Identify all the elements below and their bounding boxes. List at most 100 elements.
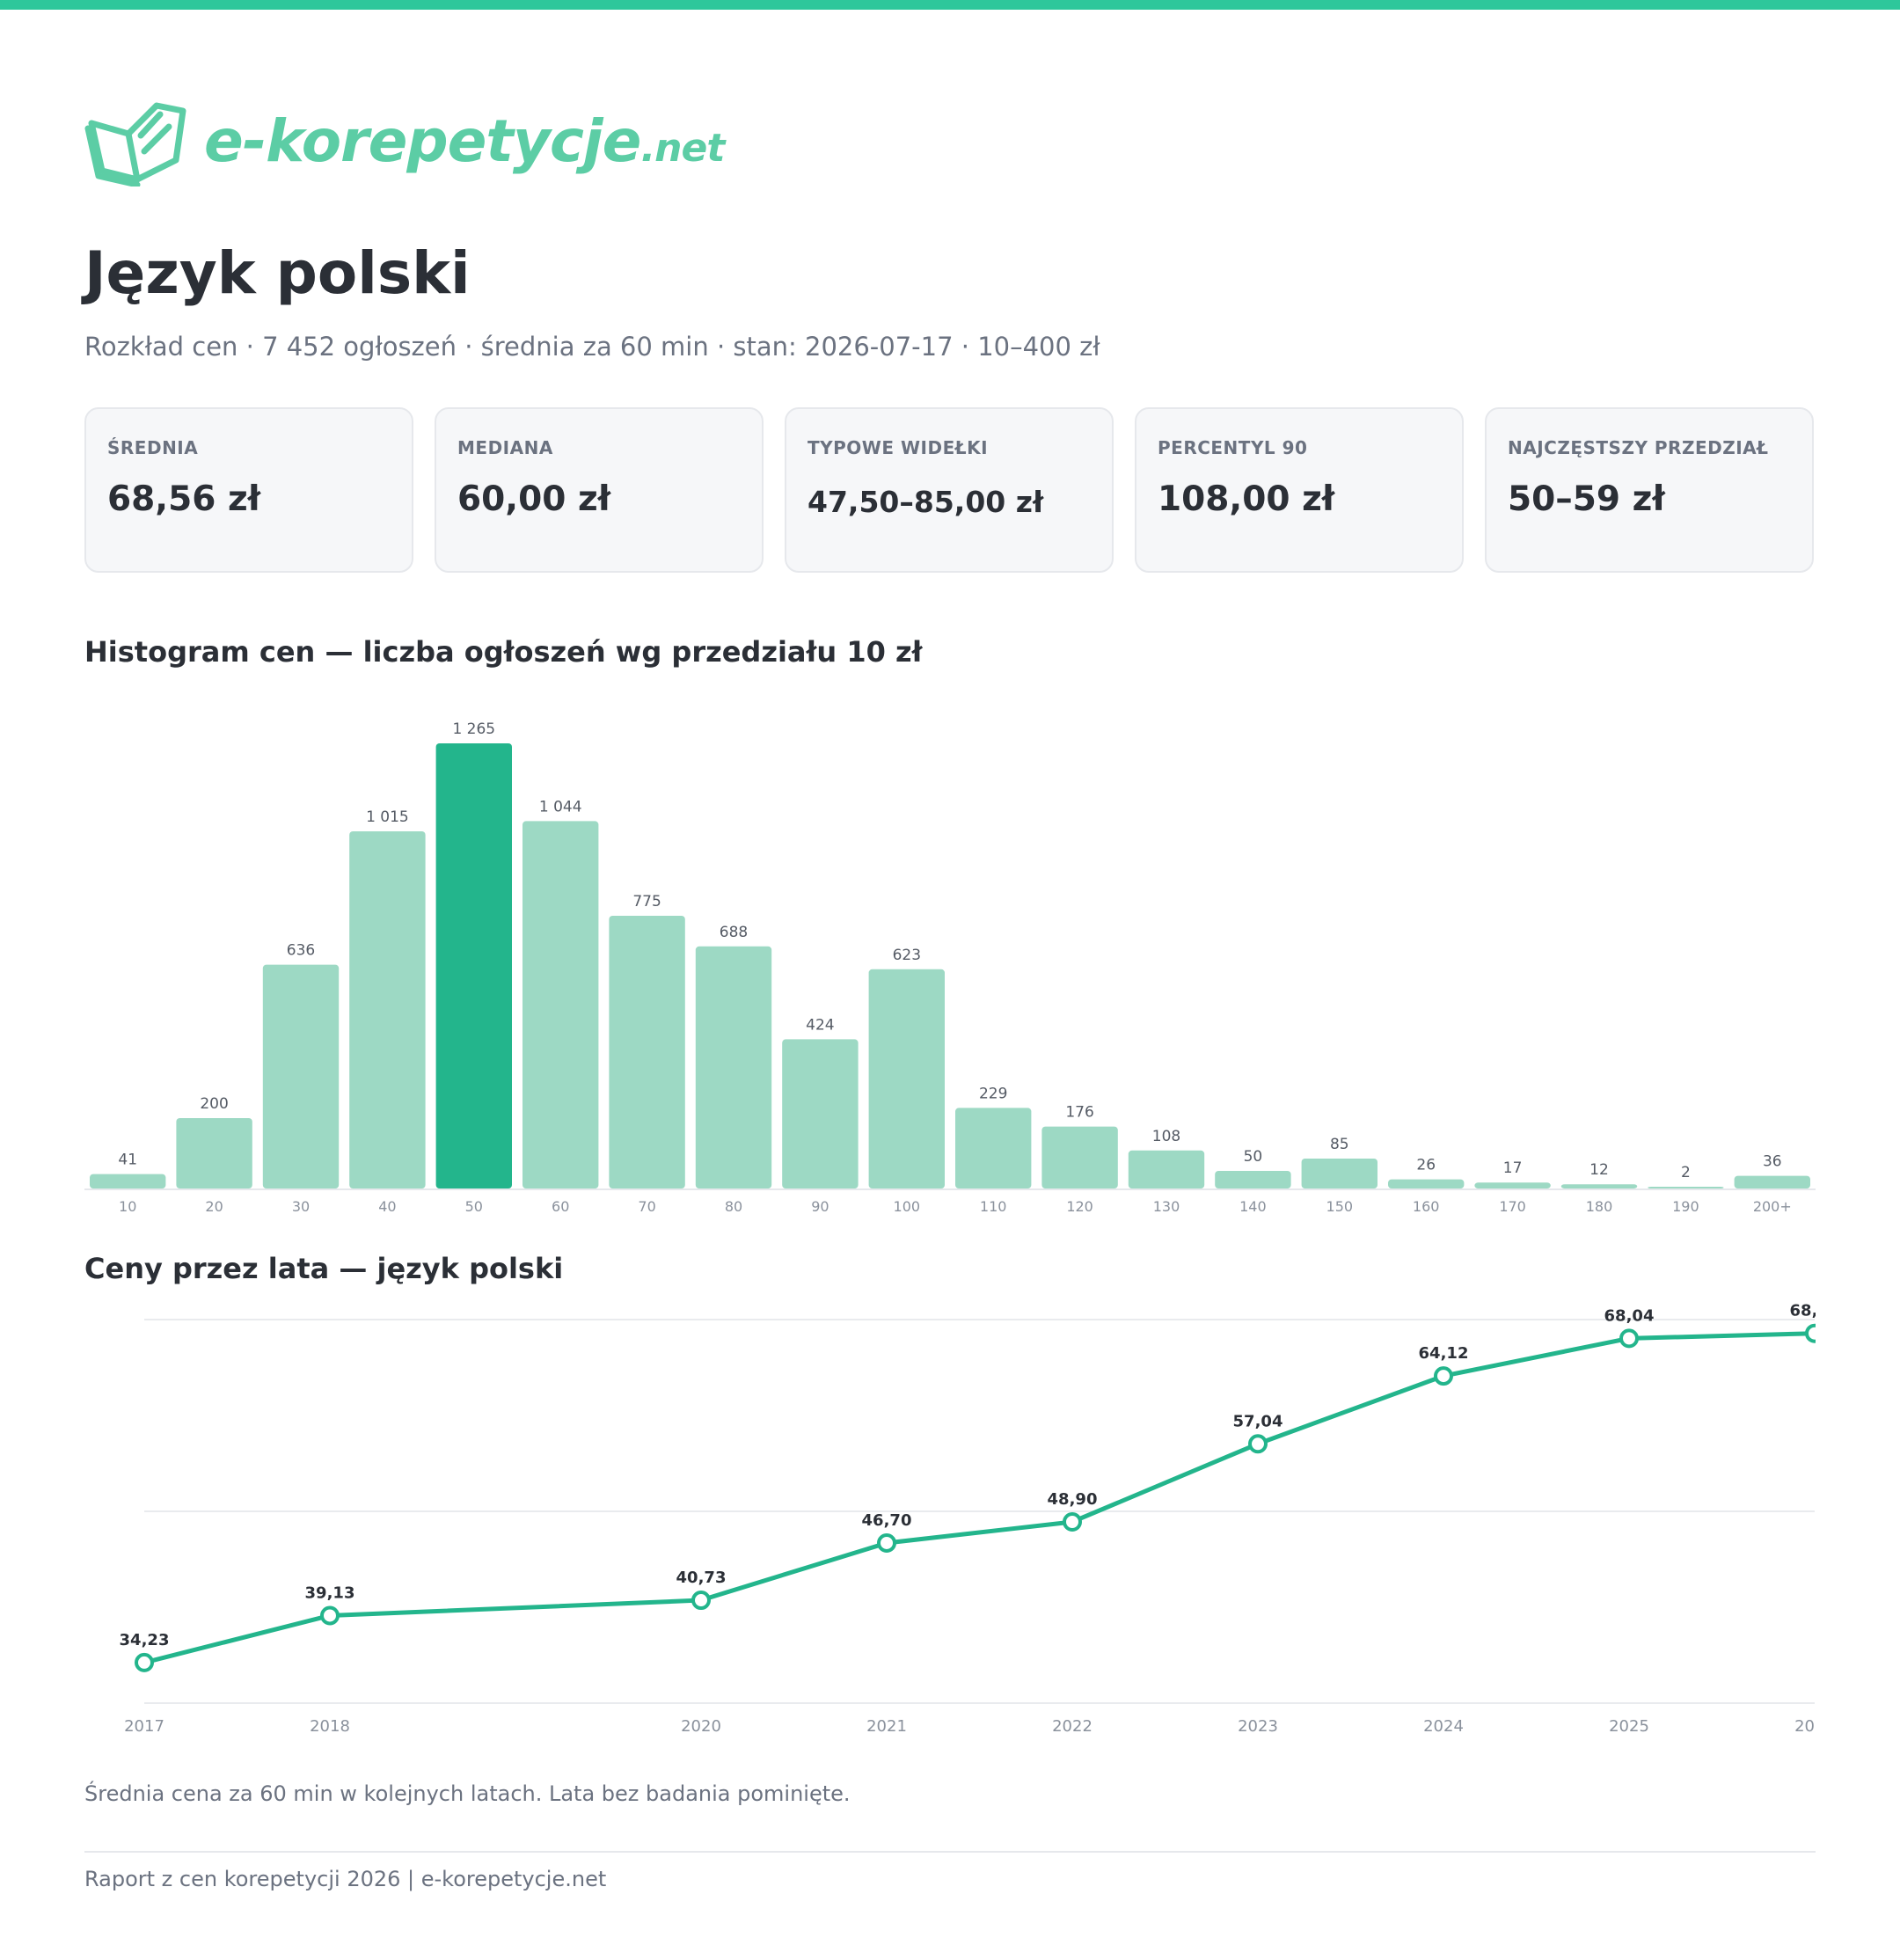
histogram-bar-20 <box>176 1118 252 1188</box>
histogram-chart: 41 10 200 20 636 30 1 015 40 1 265 50 1 044 60 775 70… <box>84 720 1816 1215</box>
stat-card-mode-range: NAJCZĘSTSZY PRZEDZIAŁ 50–59 zł <box>1485 407 1814 573</box>
logo-wordmark: e-korepetycje.net <box>204 107 725 175</box>
stat-card-label: PERCENTYL 90 <box>1158 437 1308 458</box>
histogram-value-label: 688 <box>720 924 748 941</box>
stat-card-value: 50–59 zł <box>1508 479 1665 519</box>
histogram-tick-label: 60 <box>552 1198 569 1215</box>
histogram-bar-100 <box>868 969 945 1188</box>
histogram-value-label: 775 <box>632 893 661 911</box>
histogram-bar-110 <box>955 1108 1032 1188</box>
histogram-value-label: 200 <box>200 1095 228 1113</box>
histogram-bar-80 <box>695 946 772 1188</box>
histogram-bar-50 <box>435 743 512 1188</box>
top-accent-bar <box>0 0 1900 10</box>
histogram-tick-label: 50 <box>465 1198 483 1215</box>
line-point-label: 39,13 <box>305 1583 355 1602</box>
line-x-tick-label: 2017 <box>124 1717 164 1736</box>
line-x-tick-label: 2024 <box>1423 1717 1464 1736</box>
histogram-value-label: 424 <box>806 1016 834 1034</box>
histogram-bar-170 <box>1474 1182 1551 1188</box>
histogram-value-label: 1 265 <box>452 720 495 738</box>
line-point-label: 46,70 <box>862 1511 912 1530</box>
line-point <box>877 1532 896 1553</box>
histogram-value-label: 636 <box>287 942 315 960</box>
histogram-value-label: 85 <box>1330 1136 1349 1153</box>
stat-card-value: 47,50–85,00 zł <box>808 485 1044 519</box>
open-book-icon <box>84 102 186 186</box>
stat-card-mean: ŚREDNIA 68,56 zł <box>84 407 413 573</box>
line-point-label: 64,12 <box>1419 1344 1469 1363</box>
stat-card-median: MEDIANA 60,00 zł <box>435 407 764 573</box>
line-point <box>1619 1328 1639 1349</box>
histogram-tick-label: 70 <box>638 1198 655 1215</box>
histogram-value-label: 17 <box>1503 1159 1523 1177</box>
line-point <box>135 1652 154 1672</box>
line-point <box>1248 1434 1268 1454</box>
line-x-tick-label: 2021 <box>866 1717 907 1736</box>
histogram-bar-190 <box>1648 1187 1724 1188</box>
logo[interactable]: e-korepetycje.net <box>84 99 725 186</box>
histogram-tick-label: 170 <box>1499 1198 1526 1215</box>
histogram-value-label: 50 <box>1244 1148 1263 1166</box>
histogram-tick-label: 150 <box>1326 1198 1354 1215</box>
stat-card-value: 108,00 zł <box>1158 479 1335 519</box>
histogram-bar-60 <box>522 821 599 1188</box>
histogram-bar-90 <box>782 1039 859 1188</box>
line-x-tick-label: 2026 <box>1794 1717 1816 1736</box>
histogram-bar-120 <box>1041 1126 1118 1188</box>
line-x-tick-label: 2018 <box>310 1717 350 1736</box>
histogram-bar-10 <box>90 1174 166 1188</box>
chart-note: Średnia cena za 60 min w kolejnych latac… <box>84 1781 851 1806</box>
stat-cards: ŚREDNIA 68,56 zł MEDIANA 60,00 zł TYPOWE… <box>84 407 1816 574</box>
histogram-tick-label: 40 <box>378 1198 396 1215</box>
page-subtitle: Rozkład cen · 7 452 ogłoszeń · średnia z… <box>84 332 1100 362</box>
histogram-value-label: 1 015 <box>366 808 409 826</box>
histogram-bar-40 <box>349 831 426 1188</box>
stat-card-label: NAJCZĘSTSZY PRZEDZIAŁ <box>1508 437 1769 458</box>
line-point <box>1805 1323 1816 1343</box>
line-point <box>1063 1511 1082 1532</box>
line-chart: 34,23 2017 39,13 2018 40,73 2020 46,70 2021 48,9… <box>120 1302 1816 1736</box>
histogram-bar-70 <box>609 916 685 1188</box>
histogram-value-label: 26 <box>1416 1157 1436 1174</box>
histogram-bar-160 <box>1388 1179 1465 1188</box>
page-title: Język polski <box>84 239 471 307</box>
line-point <box>1434 1366 1453 1386</box>
histogram-tick-label: 20 <box>205 1198 223 1215</box>
stat-card-value: 68,56 zł <box>107 479 261 519</box>
histogram-title: Histogram cen — liczba ogłoszeń wg przed… <box>84 635 923 669</box>
histogram-bar-180 <box>1560 1184 1638 1188</box>
histogram-tick-label: 80 <box>725 1198 742 1215</box>
histogram-tick-label: 90 <box>811 1198 829 1215</box>
histogram-tick-label: 160 <box>1413 1198 1440 1215</box>
histogram-tick-label: 10 <box>119 1198 136 1215</box>
line-point-label: 40,73 <box>676 1569 727 1587</box>
histogram-tick-label: 100 <box>894 1198 921 1215</box>
histogram-tick-label: 30 <box>292 1198 310 1215</box>
histogram-value-label: 623 <box>893 947 921 964</box>
line-point-label: 68,04 <box>1604 1306 1655 1325</box>
line-point-label: 57,04 <box>1233 1412 1283 1430</box>
histogram-value-label: 1 044 <box>539 798 582 815</box>
line-point-label: 48,90 <box>1048 1490 1098 1509</box>
line-point-label: 68,56 <box>1790 1302 1816 1320</box>
stat-card-value: 60,00 zł <box>457 479 611 519</box>
histogram-bar-200plus <box>1734 1175 1810 1188</box>
stat-card-label: TYPOWE WIDEŁKI <box>808 437 989 458</box>
histogram-tick-label: 140 <box>1239 1198 1267 1215</box>
histogram-bar-140 <box>1215 1171 1291 1188</box>
histogram-value-label: 108 <box>1152 1128 1180 1145</box>
histogram-value-label: 41 <box>118 1152 137 1169</box>
line-x-tick-label: 2025 <box>1609 1717 1649 1736</box>
histogram-value-label: 176 <box>1065 1104 1093 1122</box>
stat-card-percentile-90: PERCENTYL 90 108,00 zł <box>1135 407 1464 573</box>
stat-card-label: MEDIANA <box>457 437 553 458</box>
histogram-bar-150 <box>1301 1159 1378 1188</box>
histogram-value-label: 2 <box>1681 1164 1691 1181</box>
histogram-tick-label: 200+ <box>1753 1198 1792 1215</box>
histogram-value-label: 36 <box>1763 1153 1782 1171</box>
line-point <box>691 1591 711 1611</box>
histogram-tick-label: 190 <box>1672 1198 1699 1215</box>
line-point-label: 34,23 <box>120 1631 170 1649</box>
footer-text: Raport z cen korepetycji 2026 | e-korepe… <box>84 1867 607 1891</box>
